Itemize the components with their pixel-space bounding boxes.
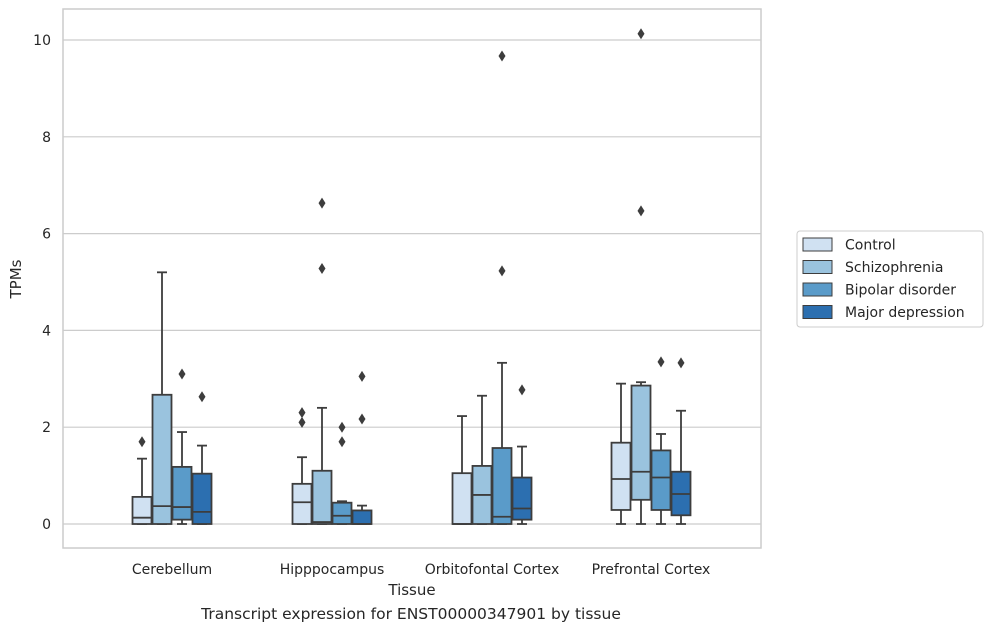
- outlier-point: [298, 416, 306, 428]
- box-control: [131, 436, 153, 525]
- box-bipolar-disorder: [171, 368, 193, 525]
- legend-label: Control: [845, 238, 896, 254]
- legend-swatch: [802, 260, 833, 274]
- y-tick-label: 4: [42, 323, 51, 339]
- box-major-depression: [351, 370, 373, 525]
- legend-label: Schizophrenia: [845, 260, 943, 276]
- x-tick-labels: Cerebellum Hipppocampus Orbitofontal Corte…: [132, 562, 710, 578]
- iqr-box: [311, 469, 333, 525]
- legend-label: Bipolar disorder: [845, 283, 956, 299]
- iqr-box: [191, 472, 213, 525]
- legend-frame: [796, 230, 984, 328]
- box-major-depression: [511, 384, 533, 525]
- legend-swatch: [802, 237, 833, 252]
- outlier-point: [338, 421, 346, 433]
- x-tick-label: Orbitofontal Cortex: [425, 562, 560, 578]
- iqr-box: [610, 441, 632, 511]
- outlier-point: [358, 370, 366, 382]
- boxes-layer: [131, 28, 692, 525]
- legend-label: Major depression: [845, 305, 965, 321]
- box-control: [291, 407, 313, 525]
- iqr-box: [351, 509, 373, 525]
- iqr-box: [451, 472, 473, 525]
- y-tick-label: 6: [42, 227, 51, 243]
- box-bipolar-disorder: [491, 50, 513, 525]
- y-tick-label: 8: [42, 130, 51, 146]
- iqr-box: [171, 465, 193, 521]
- x-tick-label: Hipppocampus: [280, 562, 385, 578]
- y-axis-title: TPMs: [7, 259, 25, 299]
- iqr-box: [511, 476, 533, 521]
- outlier-point: [318, 262, 326, 274]
- x-axis-title: Tissue: [387, 581, 435, 599]
- outlier-point: [138, 436, 146, 448]
- x-tick-label: Cerebellum: [132, 562, 212, 578]
- box-control: [610, 382, 632, 525]
- box-schizophrenia: [151, 271, 173, 525]
- figure-caption: Transcript expression for ENST0000034790…: [201, 605, 621, 623]
- y-tick-label: 2: [42, 420, 51, 436]
- iqr-box: [630, 384, 652, 501]
- iqr-box: [291, 482, 313, 525]
- iqr-box: [491, 447, 513, 525]
- outlier-point: [637, 28, 645, 40]
- outlier-point: [677, 357, 685, 369]
- outlier-point: [198, 391, 206, 403]
- y-tick-label: 10: [33, 33, 51, 49]
- outlier-point: [498, 265, 506, 277]
- y-tick-label: 0: [42, 517, 51, 533]
- legend-swatch: [802, 305, 833, 319]
- box-major-depression: [670, 357, 692, 525]
- box-schizophrenia: [630, 28, 652, 525]
- iqr-box: [131, 495, 153, 525]
- x-tick-label: Prefrontal Cortex: [592, 562, 711, 578]
- outlier-point: [637, 205, 645, 217]
- iqr-box: [331, 501, 353, 525]
- box-bipolar-disorder: [650, 356, 672, 525]
- box-control: [451, 415, 473, 525]
- outlier-point: [518, 384, 526, 396]
- outlier-point: [318, 197, 326, 209]
- outlier-point: [498, 50, 506, 62]
- y-tick-labels: 0 2 4 6 8 10: [33, 33, 51, 533]
- box-major-depression: [191, 391, 213, 525]
- outlier-point: [178, 368, 186, 380]
- box-schizophrenia: [311, 197, 333, 525]
- box-bipolar-disorder: [331, 421, 353, 525]
- legend-swatch: [802, 282, 833, 297]
- outlier-point: [338, 436, 346, 448]
- outlier-point: [657, 356, 665, 368]
- legend: Control Schizophrenia Bipolar disorder Majo…: [796, 230, 984, 328]
- iqr-box: [151, 393, 173, 525]
- outlier-point: [358, 413, 366, 425]
- iqr-box: [650, 449, 672, 511]
- box-schizophrenia: [471, 394, 493, 525]
- outlier-point: [298, 407, 306, 419]
